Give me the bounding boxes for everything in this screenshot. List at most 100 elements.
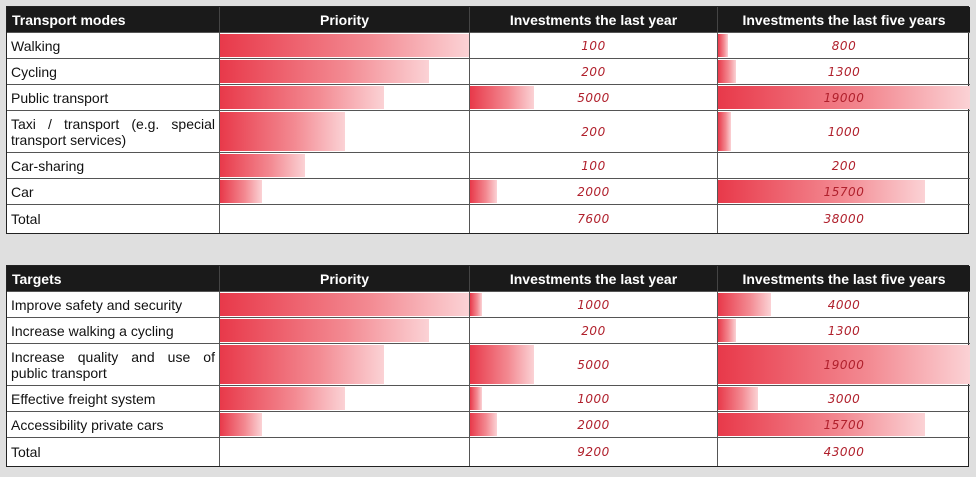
five-years-value: 15700 xyxy=(823,184,865,199)
priority-cell xyxy=(220,85,470,111)
five-years-bar xyxy=(718,112,731,151)
priority-bar xyxy=(220,413,263,436)
five-years-cell: 800 xyxy=(718,33,970,59)
last-year-value: 2000 xyxy=(577,417,610,432)
last-year-bar xyxy=(470,345,535,384)
row-label: Effective freight system xyxy=(7,386,220,412)
last-year-cell: 200 xyxy=(470,59,718,85)
five-years-bar xyxy=(718,34,729,57)
last-year-cell: 1000 xyxy=(470,386,718,412)
priority-bar xyxy=(220,112,345,151)
five-years-cell: 3000 xyxy=(718,386,970,412)
total-label: Total xyxy=(7,205,220,233)
row-label: Walking xyxy=(7,33,220,59)
last-year-cell: 200 xyxy=(470,318,718,344)
last-year-cell: 1000 xyxy=(470,292,718,318)
five-years-cell: 15700 xyxy=(718,179,970,205)
five-years-bar xyxy=(718,387,759,410)
transport-modes-table: Transport modes Priority Investments the l… xyxy=(6,6,970,234)
five-years-value: 15700 xyxy=(823,417,865,432)
five-years-bar xyxy=(718,86,970,109)
five-years-cell: 15700 xyxy=(718,412,970,438)
total-five-years-value: 38000 xyxy=(823,212,865,226)
last-year-value: 100 xyxy=(581,158,606,173)
last-year-bar xyxy=(470,387,483,410)
column-header: Investments the last five years xyxy=(718,266,970,292)
row-label: Public transport xyxy=(7,85,220,111)
five-years-value: 200 xyxy=(831,158,857,173)
priority-cell xyxy=(220,59,470,85)
priority-cell xyxy=(220,111,470,153)
priority-bar xyxy=(220,154,305,177)
priority-bar xyxy=(220,86,385,109)
last-year-value: 200 xyxy=(581,323,606,338)
last-year-value: 5000 xyxy=(577,90,610,105)
five-years-value: 19000 xyxy=(823,357,865,372)
total-last-year-value: 9200 xyxy=(577,445,610,459)
last-year-value: 200 xyxy=(581,124,606,139)
row-label: Accessibility private cars xyxy=(7,412,220,438)
last-year-cell: 5000 xyxy=(470,85,718,111)
total-priority-cell xyxy=(220,205,470,233)
priority-bar xyxy=(220,293,469,316)
last-year-cell: 2000 xyxy=(470,412,718,438)
five-years-bar xyxy=(718,319,736,342)
column-header: Targets xyxy=(7,266,220,292)
total-last-year-cell: 7600 xyxy=(470,205,718,233)
five-years-cell: 1300 xyxy=(718,318,970,344)
total-five-years-value: 43000 xyxy=(823,445,865,459)
priority-cell xyxy=(220,344,470,386)
column-header: Investments the last year xyxy=(470,266,718,292)
last-year-cell: 200 xyxy=(470,111,718,153)
five-years-cell: 4000 xyxy=(718,292,970,318)
row-label: Car-sharing xyxy=(7,153,220,179)
last-year-value: 1000 xyxy=(577,391,610,406)
last-year-value: 1000 xyxy=(577,297,610,312)
targets-table: Targets Priority Investments the last year… xyxy=(6,265,970,467)
priority-bar xyxy=(220,180,263,203)
total-five-years-cell: 43000 xyxy=(718,438,970,466)
priority-bar xyxy=(220,34,469,57)
five-years-cell: 200 xyxy=(718,153,970,179)
five-years-value: 800 xyxy=(831,38,857,53)
priority-cell xyxy=(220,292,470,318)
priority-cell xyxy=(220,386,470,412)
column-header: Transport modes xyxy=(7,7,220,33)
priority-cell xyxy=(220,33,470,59)
row-label: Increase quality and use of public trans… xyxy=(7,344,220,386)
priority-bar xyxy=(220,319,430,342)
five-years-bar xyxy=(718,180,925,203)
row-label: Increase walking a cycling xyxy=(7,318,220,344)
priority-cell xyxy=(220,153,470,179)
column-header: Investments the last year xyxy=(470,7,718,33)
last-year-value: 5000 xyxy=(577,357,610,372)
total-last-year-cell: 9200 xyxy=(470,438,718,466)
total-priority-cell xyxy=(220,438,470,466)
five-years-cell: 19000 xyxy=(718,344,970,386)
total-last-year-value: 7600 xyxy=(577,212,610,226)
last-year-cell: 2000 xyxy=(470,179,718,205)
priority-cell xyxy=(220,412,470,438)
last-year-bar xyxy=(470,293,483,316)
column-header: Priority xyxy=(220,7,470,33)
five-years-bar xyxy=(718,345,970,384)
last-year-bar xyxy=(470,86,535,109)
five-years-value: 3000 xyxy=(827,391,861,406)
last-year-value: 200 xyxy=(581,64,606,79)
five-years-cell: 1000 xyxy=(718,111,970,153)
row-label: Car xyxy=(7,179,220,205)
column-header: Priority xyxy=(220,266,470,292)
five-years-value: 1300 xyxy=(827,323,861,338)
row-label: Cycling xyxy=(7,59,220,85)
five-years-bar xyxy=(718,293,771,316)
priority-bar xyxy=(220,387,345,410)
five-years-cell: 19000 xyxy=(718,85,970,111)
row-label: Improve safety and security xyxy=(7,292,220,318)
last-year-value: 100 xyxy=(581,38,606,53)
row-label: Taxi / transport (e.g. special transport… xyxy=(7,111,220,153)
five-years-value: 1000 xyxy=(827,124,861,139)
five-years-bar xyxy=(718,413,925,436)
priority-bar xyxy=(220,60,430,83)
five-years-value: 1300 xyxy=(827,64,861,79)
priority-bar xyxy=(220,345,385,384)
